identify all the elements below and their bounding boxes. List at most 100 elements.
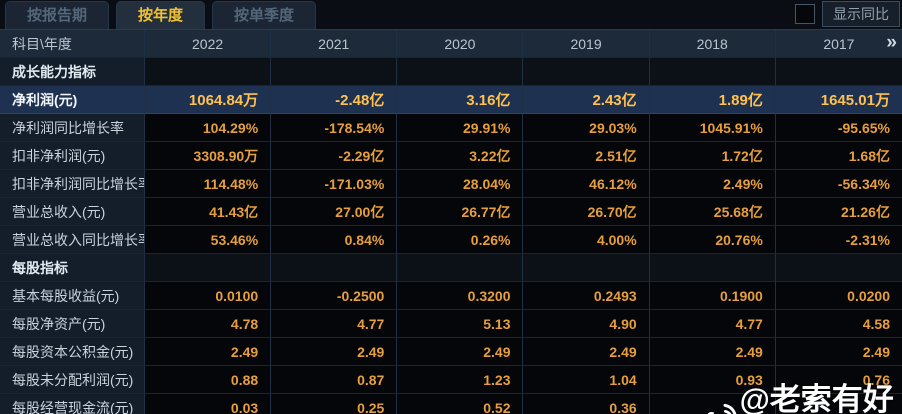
tab-by-year[interactable]: 按年度 bbox=[116, 1, 206, 29]
value-cell: 1645.01万 bbox=[775, 86, 902, 114]
value-cell: 4.77 bbox=[649, 310, 776, 338]
value-cell: 26.70亿 bbox=[523, 198, 650, 226]
value-cell: 0.88 bbox=[145, 366, 272, 394]
column-header-2019: 2019 bbox=[523, 30, 650, 58]
value-cell: 2.43亿 bbox=[523, 86, 650, 114]
table-row: 净利润(元) 1064.84万 -2.48亿 3.16亿 2.43亿 1.89亿 1645.… bbox=[0, 86, 902, 114]
value-cell: -171.03% bbox=[271, 170, 398, 198]
table-row: 扣非净利润同比增长率 114.48% -171.03% 28.04% 46.12% 2.4… bbox=[0, 170, 902, 198]
value-cell bbox=[523, 58, 650, 86]
value-cell: 4.77 bbox=[271, 310, 398, 338]
value-cell: -0.2500 bbox=[271, 282, 398, 310]
value-cell: -2.48亿 bbox=[271, 86, 398, 114]
row-label-cell: 扣非净利润(元) bbox=[0, 142, 145, 170]
table-row: 每股未分配利润(元) 0.88 0.87 1.23 1.04 0.93 0.76 bbox=[0, 366, 902, 394]
row-label-cell: 营业总收入(元) bbox=[0, 198, 145, 226]
value-cell: 20.76% bbox=[649, 226, 776, 254]
table-row: 扣非净利润(元) 3308.90万 -2.29亿 3.22亿 2.51亿 1.72亿 1.6… bbox=[0, 142, 902, 170]
value-cell bbox=[271, 58, 398, 86]
value-cell bbox=[397, 254, 524, 282]
section-row: 成长能力指标 bbox=[0, 58, 902, 86]
value-cell: 1.89亿 bbox=[649, 86, 776, 114]
value-cell: 0.52 bbox=[397, 394, 524, 414]
value-cell: 25.68亿 bbox=[649, 198, 776, 226]
tab-by-quarter[interactable]: 按单季度 bbox=[212, 1, 317, 29]
value-cell: 4.00% bbox=[523, 226, 650, 254]
value-cell: 1.68亿 bbox=[775, 142, 902, 170]
value-cell: 4.58 bbox=[775, 310, 902, 338]
value-cell bbox=[397, 58, 524, 86]
value-cell: 2.49 bbox=[523, 338, 650, 366]
row-label-cell: 每股经营现金流(元) bbox=[0, 394, 145, 414]
value-cell bbox=[649, 58, 776, 86]
value-cell: 1.23 bbox=[397, 366, 524, 394]
value-cell: 41.43亿 bbox=[145, 198, 272, 226]
value-cell: 104.29% bbox=[145, 114, 272, 142]
table-row: 营业总收入(元) 41.43亿 27.00亿 26.77亿 26.70亿 25.68亿 21… bbox=[0, 198, 902, 226]
value-cell: 46.12% bbox=[523, 170, 650, 198]
value-cell: 21.26亿 bbox=[775, 198, 902, 226]
value-cell: 1.04 bbox=[523, 366, 650, 394]
column-header-2018: 2018 bbox=[649, 30, 776, 58]
row-label-cell: 每股资本公积金(元) bbox=[0, 338, 145, 366]
row-label-cell: 成长能力指标 bbox=[0, 58, 145, 86]
value-cell: 27.00亿 bbox=[271, 198, 398, 226]
period-tabbar: 按报告期 按年度 按单季度 显示同比 bbox=[0, 0, 902, 30]
value-cell: 53.46% bbox=[145, 226, 272, 254]
row-label-cell: 每股净资产(元) bbox=[0, 310, 145, 338]
table-row: 每股净资产(元) 4.78 4.77 5.13 4.90 4.77 4.58 bbox=[0, 310, 902, 338]
value-cell: 3308.90万 bbox=[145, 142, 272, 170]
show-yoy-button[interactable]: 显示同比 bbox=[822, 1, 900, 27]
column-header-2021: 2021 bbox=[271, 30, 398, 58]
value-cell: 1064.84万 bbox=[145, 86, 272, 114]
value-cell: -95.65% bbox=[775, 114, 902, 142]
value-cell: 28.04% bbox=[397, 170, 524, 198]
value-cell bbox=[145, 254, 272, 282]
value-cell: 3.16亿 bbox=[397, 86, 524, 114]
value-cell: 4.90 bbox=[523, 310, 650, 338]
value-cell: 2.49 bbox=[271, 338, 398, 366]
value-cell bbox=[649, 394, 776, 414]
column-header-2022: 2022 bbox=[145, 30, 272, 58]
value-cell: 2.49% bbox=[649, 170, 776, 198]
financial-table: 科目\年度 2022 2021 2020 2019 2018 2017» 成长能力指标 净利润(… bbox=[0, 30, 902, 414]
column-header-2017: 2017» bbox=[775, 30, 902, 58]
value-cell: 0.84% bbox=[271, 226, 398, 254]
value-cell: -178.54% bbox=[271, 114, 398, 142]
row-label-cell: 净利润同比增长率 bbox=[0, 114, 145, 142]
row-label-cell: 扣非净利润同比增长率 bbox=[0, 170, 145, 198]
value-cell bbox=[775, 254, 902, 282]
table-row: 每股经营现金流(元) 0.03 0.25 0.52 0.36 bbox=[0, 394, 902, 414]
value-cell: 0.93 bbox=[649, 366, 776, 394]
table-header-row: 科目\年度 2022 2021 2020 2019 2018 2017» bbox=[0, 30, 902, 58]
value-cell: 1.72亿 bbox=[649, 142, 776, 170]
row-label-cell: 每股未分配利润(元) bbox=[0, 366, 145, 394]
value-cell bbox=[271, 254, 398, 282]
value-cell bbox=[775, 394, 902, 414]
row-label-cell: 营业总收入同比增长率 bbox=[0, 226, 145, 254]
value-cell: 0.0100 bbox=[145, 282, 272, 310]
value-cell: 0.25 bbox=[271, 394, 398, 414]
value-cell: -2.31% bbox=[775, 226, 902, 254]
value-cell: 2.49 bbox=[649, 338, 776, 366]
corner-header-cell: 科目\年度 bbox=[0, 30, 145, 58]
more-columns-chevron[interactable]: » bbox=[886, 31, 896, 53]
value-cell: 0.87 bbox=[271, 366, 398, 394]
value-cell bbox=[775, 58, 902, 86]
yoy-controls: 显示同比 bbox=[795, 1, 902, 27]
value-cell: 26.77亿 bbox=[397, 198, 524, 226]
row-label-cell: 每股指标 bbox=[0, 254, 145, 282]
value-cell: -2.29亿 bbox=[271, 142, 398, 170]
value-cell: 0.76 bbox=[775, 366, 902, 394]
value-cell: 0.1900 bbox=[649, 282, 776, 310]
value-cell: 0.03 bbox=[145, 394, 272, 414]
row-label-cell: 基本每股收益(元) bbox=[0, 282, 145, 310]
tab-by-report-period[interactable]: 按报告期 bbox=[5, 1, 110, 29]
value-cell: 0.36 bbox=[523, 394, 650, 414]
table-row: 营业总收入同比增长率 53.46% 0.84% 0.26% 4.00% 20.76% -2.… bbox=[0, 226, 902, 254]
value-cell: 5.13 bbox=[397, 310, 524, 338]
value-cell: 4.78 bbox=[145, 310, 272, 338]
show-yoy-checkbox[interactable] bbox=[795, 4, 815, 24]
value-cell: 0.26% bbox=[397, 226, 524, 254]
